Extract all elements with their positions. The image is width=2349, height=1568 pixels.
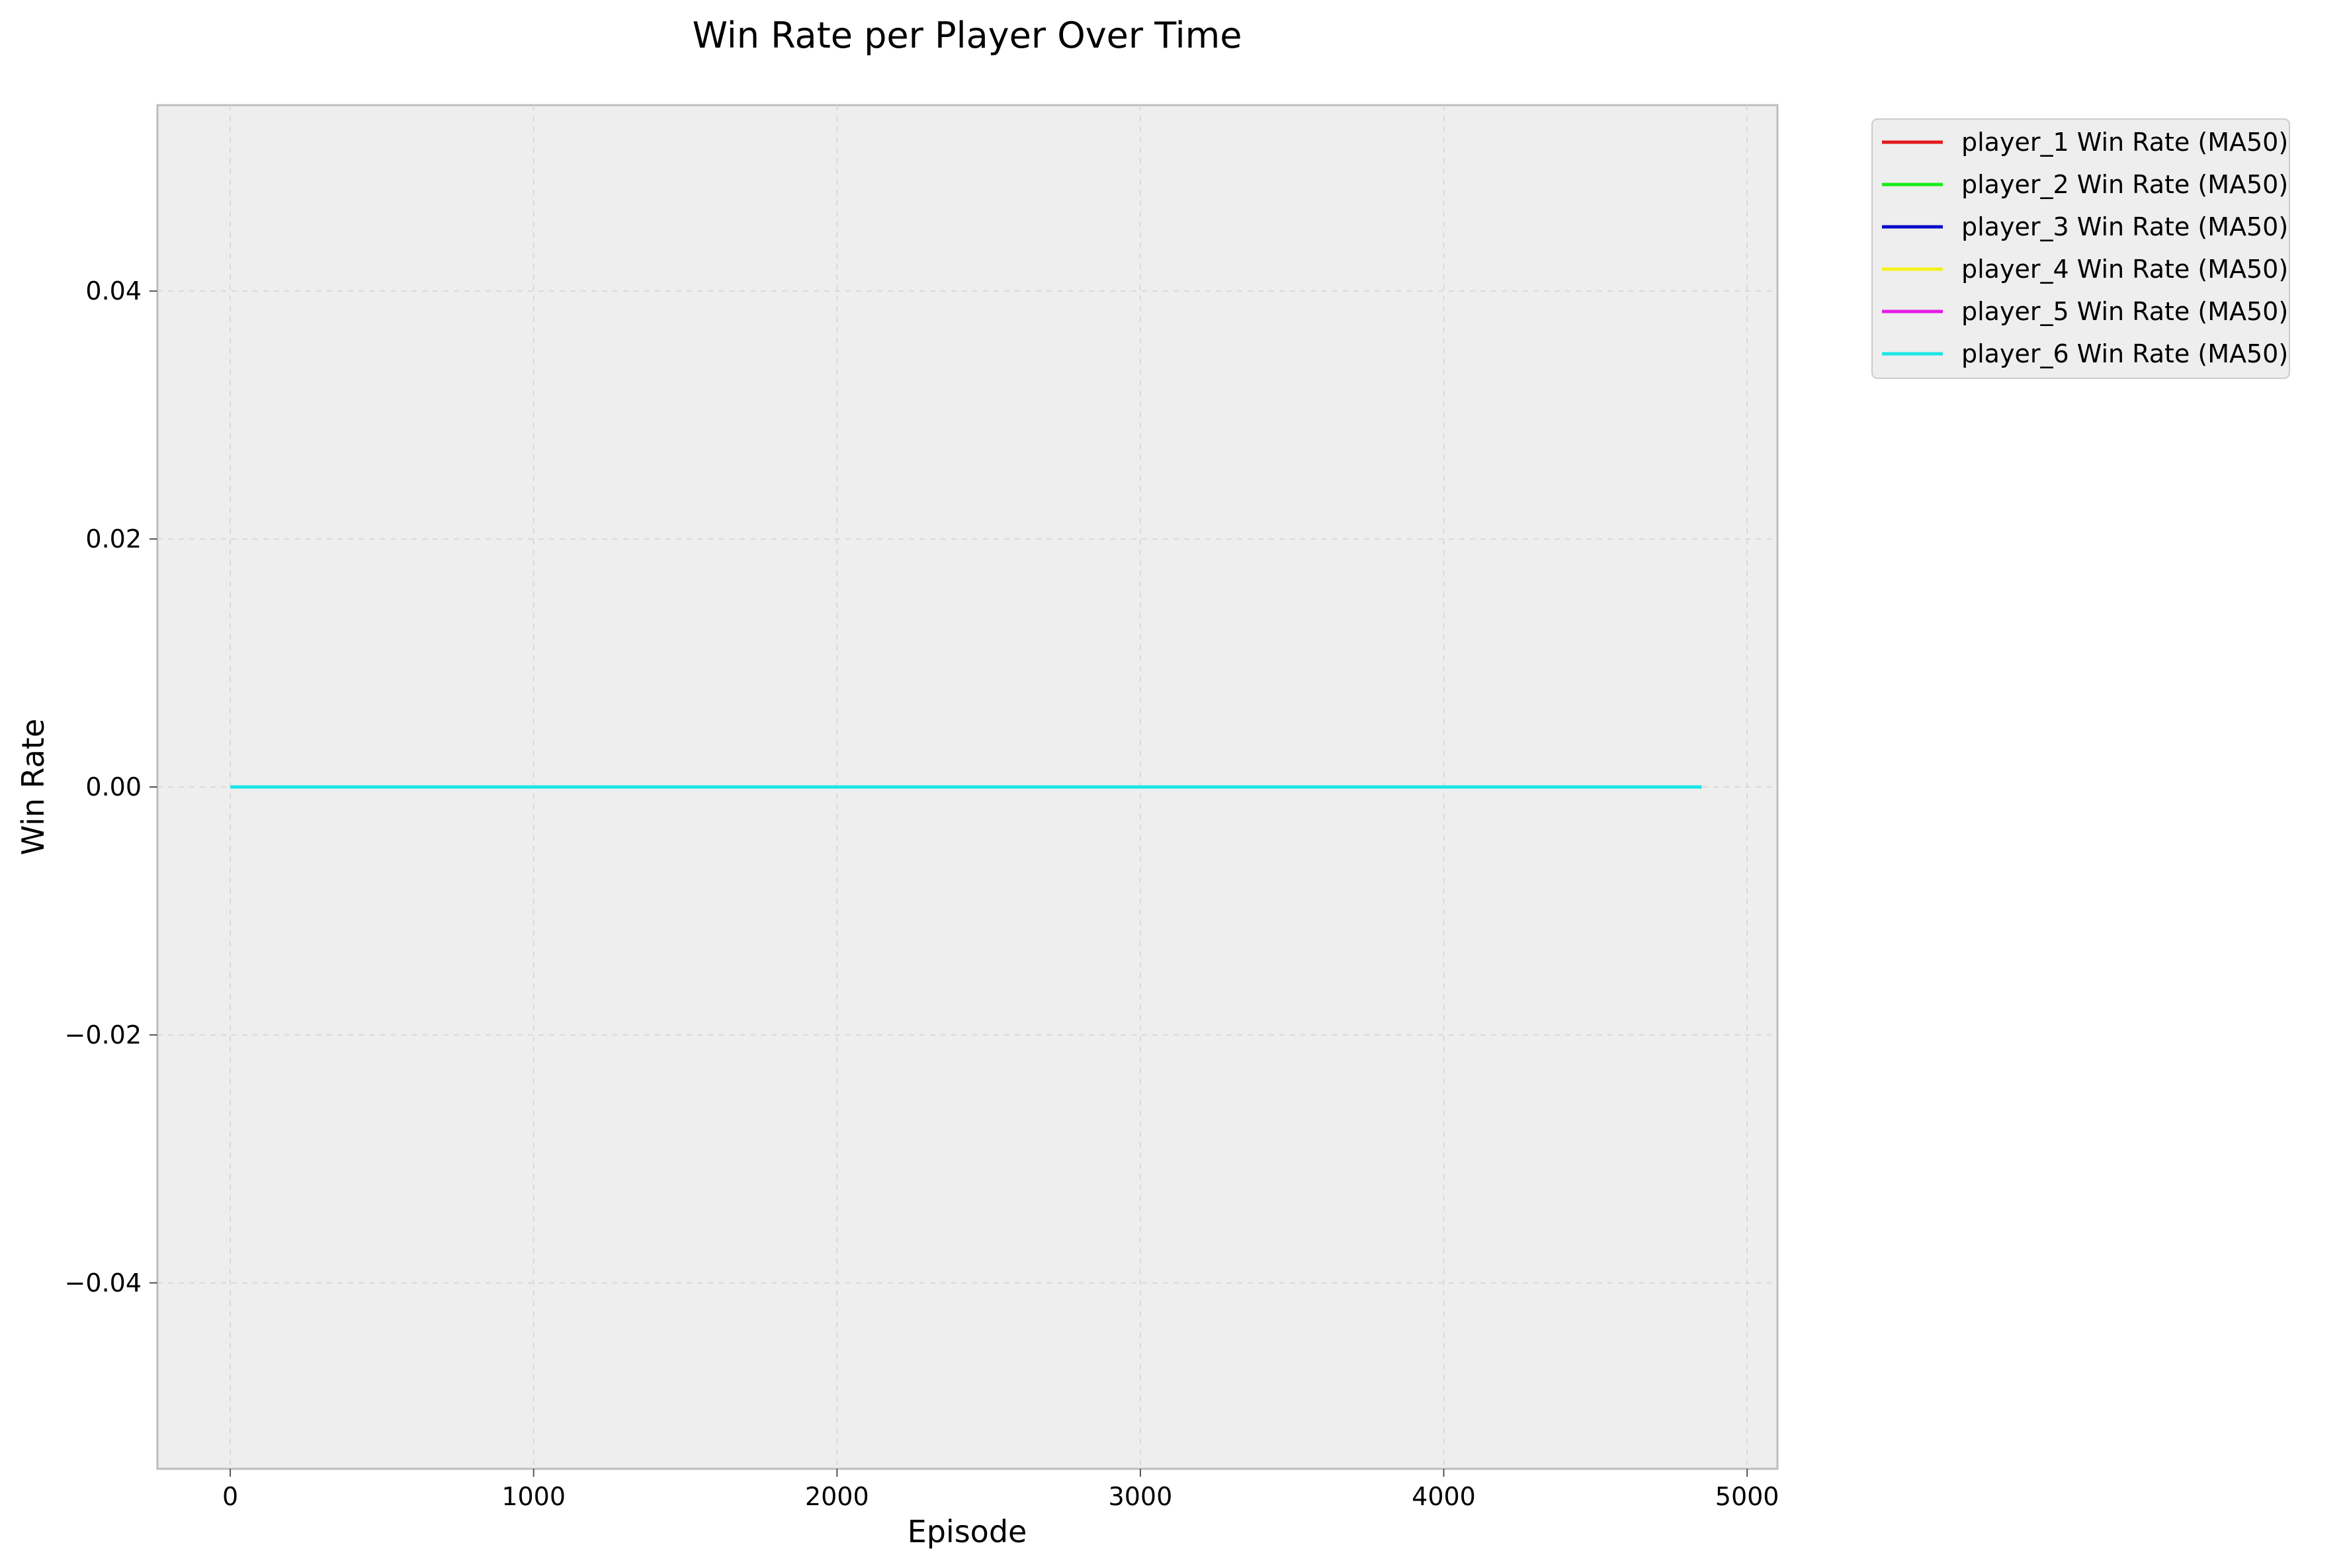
x-tick-label: 1000 bbox=[501, 1482, 566, 1511]
legend-label-player-1: player_1 Win Rate (MA50) bbox=[1961, 128, 2288, 157]
legend-label-player-6: player_6 Win Rate (MA50) bbox=[1961, 339, 2288, 368]
y-tick-label: −0.04 bbox=[65, 1268, 142, 1298]
x-tick-label: 0 bbox=[222, 1482, 238, 1511]
legend-label-player-2: player_2 Win Rate (MA50) bbox=[1961, 170, 2288, 199]
x-tick-label: 5000 bbox=[1715, 1482, 1779, 1511]
chart-title: Win Rate per Player Over Time bbox=[693, 15, 1242, 56]
y-tick-label: 0.02 bbox=[85, 524, 142, 554]
x-tick-label: 4000 bbox=[1412, 1482, 1476, 1511]
y-axis-title: Win Rate bbox=[15, 719, 51, 856]
legend-label-player-3: player_3 Win Rate (MA50) bbox=[1961, 212, 2288, 241]
x-tick-label: 2000 bbox=[805, 1482, 869, 1511]
y-tick-label: 0.04 bbox=[85, 276, 142, 306]
y-axis: −0.04 −0.02 0.00 0.02 0.04 bbox=[65, 276, 157, 1298]
x-tick-label: 3000 bbox=[1109, 1482, 1173, 1511]
x-axis: 0 1000 2000 3000 4000 5000 bbox=[222, 1469, 1779, 1511]
y-tick-label: 0.00 bbox=[85, 772, 142, 802]
y-tick-label: −0.02 bbox=[65, 1020, 142, 1050]
legend-box bbox=[1871, 118, 2290, 379]
x-axis-title: Episode bbox=[908, 1514, 1027, 1549]
legend: player_1 Win Rate (MA50) player_2 Win Rat… bbox=[1871, 118, 2290, 379]
legend-label-player-4: player_4 Win Rate (MA50) bbox=[1961, 255, 2288, 284]
legend-label-player-5: player_5 Win Rate (MA50) bbox=[1961, 297, 2288, 326]
